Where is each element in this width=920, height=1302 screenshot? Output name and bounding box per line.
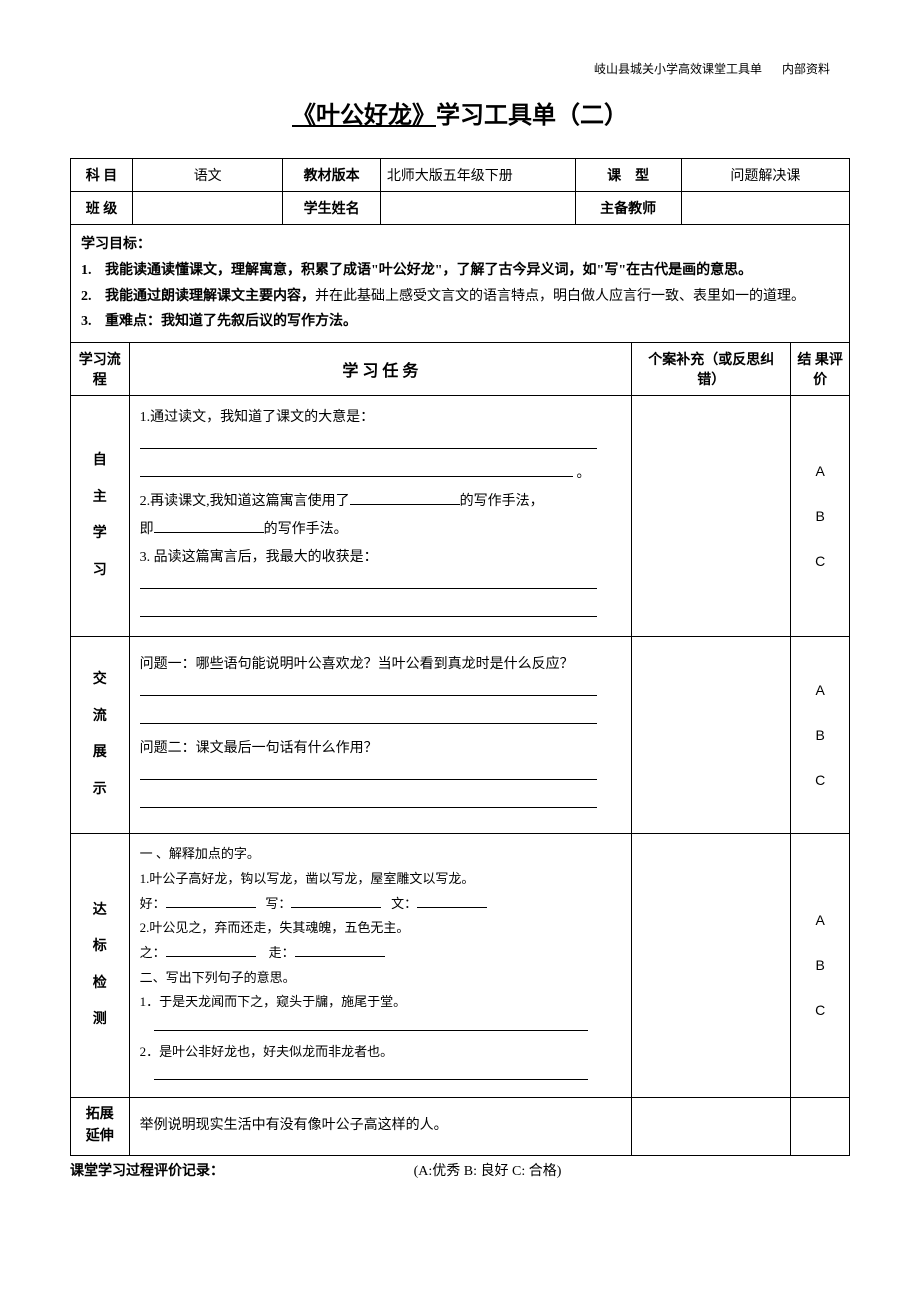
notes-cell[interactable] xyxy=(632,1098,791,1156)
section-label-extension: 拓展延伸 xyxy=(71,1098,130,1156)
assessment-task: 一 、解释加点的字。 1.叶公子高好龙，钩以写龙，凿以写龙，屋室雕文以写龙。 好… xyxy=(129,834,632,1098)
objectives-cell: 学习目标： 1. 我能读通读懂课文，理解寓意，积累了成语"叶公好龙"，了解了古今… xyxy=(71,225,850,343)
page-header: 岐山县城关小学高效课堂工具单 内部资料 xyxy=(70,60,850,77)
student-label: 学生姓名 xyxy=(283,192,380,225)
subject-label: 科 目 xyxy=(71,159,133,192)
grades-cell[interactable] xyxy=(791,1098,850,1156)
notes-cell[interactable] xyxy=(632,396,791,637)
extension-task: 举例说明现实生活中有没有像叶公子高这样的人。 xyxy=(129,1098,632,1156)
section-label-self-study: 自主学习 xyxy=(71,396,130,637)
page-title: 《叶公好龙》学习工具单（二） xyxy=(70,95,850,130)
grades-cell[interactable]: A B C xyxy=(791,396,850,637)
section-label-assessment: 达标检测 xyxy=(71,834,130,1098)
section-assessment: 达标检测 一 、解释加点的字。 1.叶公子高好龙，钩以写龙，凿以写龙，屋室雕文以… xyxy=(71,834,850,1098)
section-self-study: 自主学习 1.通过读文，我知道了课文的大意是： 。 2.再读课文,我知道这篇寓言… xyxy=(71,396,850,637)
col-flow: 学习流程 xyxy=(71,343,130,396)
worksheet-table: 科 目 语文 教材版本 北师大版五年级下册 课 型 问题解决课 班 级 学生姓名… xyxy=(70,158,850,343)
class-label: 班 级 xyxy=(71,192,133,225)
textbook-value: 北师大版五年级下册 xyxy=(380,159,575,192)
task-table: 学习流程 学 习 任 务 个案补充（或反思纠错） 结 果评 价 自主学习 1.通… xyxy=(70,343,850,1156)
title-rest: 学习工具单（二） xyxy=(436,103,628,129)
notes-cell[interactable] xyxy=(632,834,791,1098)
class-value[interactable] xyxy=(132,192,282,225)
info-row-1: 科 目 语文 教材版本 北师大版五年级下册 课 型 问题解决课 xyxy=(71,159,850,192)
objective-item: 1. 我能读通读懂课文，理解寓意，积累了成语"叶公好龙"，了解了古今异义词，如"… xyxy=(81,259,839,283)
title-quoted: 《叶公好龙》 xyxy=(292,103,436,129)
info-row-2: 班 级 学生姓名 主备教师 xyxy=(71,192,850,225)
student-value[interactable] xyxy=(380,192,575,225)
doc-tag: 内部资料 xyxy=(782,62,830,76)
section-extension: 拓展延伸 举例说明现实生活中有没有像叶公子高这样的人。 xyxy=(71,1098,850,1156)
footer-legend: (A:优秀 B: 良好 C: 合格) xyxy=(228,1160,748,1180)
teacher-value[interactable] xyxy=(681,192,849,225)
column-header-row: 学习流程 学 习 任 务 个案补充（或反思纠错） 结 果评 价 xyxy=(71,343,850,396)
objective-item: 2. 我能通过朗读理解课文主要内容，并在此基础上感受文言文的语言特点，明白做人应… xyxy=(81,285,839,309)
textbook-label: 教材版本 xyxy=(283,159,380,192)
classtype-label: 课 型 xyxy=(575,159,681,192)
grades-cell[interactable]: A B C xyxy=(791,834,850,1098)
subject-value: 语文 xyxy=(132,159,282,192)
col-task: 学 习 任 务 xyxy=(129,343,632,396)
self-study-task: 1.通过读文，我知道了课文的大意是： 。 2.再读课文,我知道这篇寓言使用了的写… xyxy=(129,396,632,637)
col-result: 结 果评 价 xyxy=(791,343,850,396)
teacher-label: 主备教师 xyxy=(575,192,681,225)
section-label-exchange: 交流展示 xyxy=(71,637,130,834)
org-name: 岐山县城关小学高效课堂工具单 xyxy=(594,62,762,76)
objectives-heading: 学习目标： xyxy=(81,233,839,257)
col-notes: 个案补充（或反思纠错） xyxy=(632,343,791,396)
exchange-task: 问题一：哪些语句能说明叶公喜欢龙？当叶公看到真龙时是什么反应？ 问题二：课文最后… xyxy=(129,637,632,834)
classtype-value: 问题解决课 xyxy=(681,159,849,192)
notes-cell[interactable] xyxy=(632,637,791,834)
grades-cell[interactable]: A B C xyxy=(791,637,850,834)
objective-item: 3. 重难点：我知道了先叙后议的写作方法。 xyxy=(81,310,839,334)
footer-note: 课堂学习过程评价记录： (A:优秀 B: 良好 C: 合格) xyxy=(70,1160,850,1180)
footer-label: 课堂学习过程评价记录： xyxy=(70,1160,224,1180)
section-exchange: 交流展示 问题一：哪些语句能说明叶公喜欢龙？当叶公看到真龙时是什么反应？ 问题二… xyxy=(71,637,850,834)
